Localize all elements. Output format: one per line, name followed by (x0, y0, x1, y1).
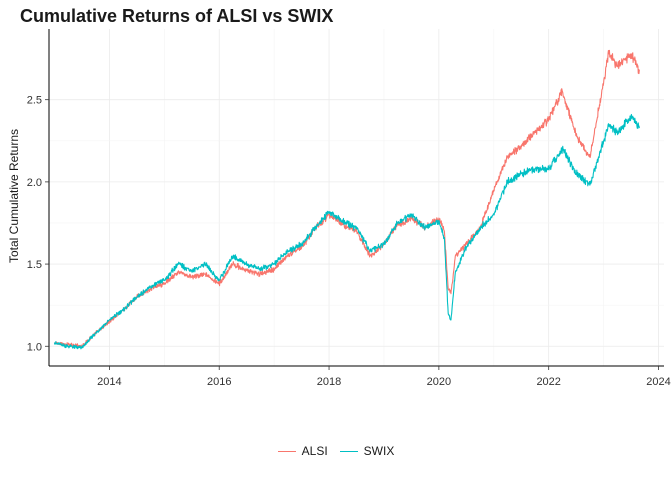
grid (49, 29, 664, 366)
x-tick-label: 2014 (97, 376, 121, 388)
legend-item-alsi: ALSI (277, 444, 328, 458)
chart-title: Cumulative Returns of ALSI vs SWIX (20, 6, 334, 26)
y-tick-label: 2.5 (27, 95, 42, 107)
x-tick-label: 2022 (536, 376, 560, 388)
legend-key-alsi (277, 450, 296, 452)
x-tick-label: 2024 (646, 376, 670, 388)
y-tick-label: 2.0 (27, 177, 42, 189)
legend-label: ALSI (301, 444, 328, 458)
x-tick-label: 2020 (427, 376, 451, 388)
series-line-alsi (53, 49, 640, 348)
legend-label: SWIX (363, 444, 395, 458)
series-lines (53, 49, 640, 350)
x-tick-label: 2016 (207, 376, 231, 388)
legend-item-swix: SWIX (339, 444, 395, 458)
legend-key-swix (339, 450, 358, 452)
legend: ALSI SWIX (0, 444, 672, 458)
x-tick-label: 2018 (317, 376, 341, 388)
tick-labels: 2014 2016 2018 2020 2022 2024 1.0 1.5 2.0 2.5 (27, 95, 671, 388)
y-tick-label: 1.0 (27, 341, 42, 353)
y-tick-label: 1.5 (27, 259, 42, 271)
y-axis-title: Total Cumulative Returns (7, 129, 21, 263)
axes (45, 29, 664, 370)
series-line-swix (53, 113, 640, 350)
